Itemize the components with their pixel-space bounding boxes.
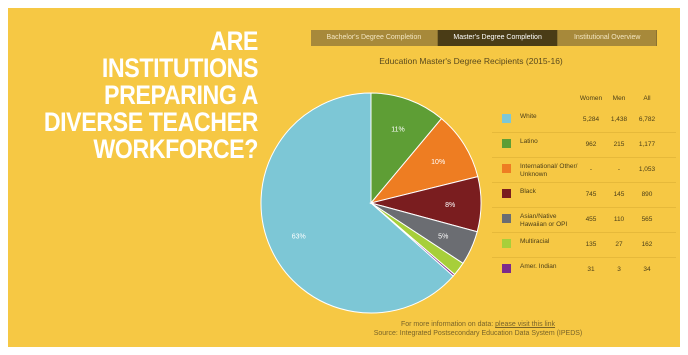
men-count: 145 bbox=[613, 191, 625, 198]
women-count: - bbox=[589, 166, 593, 173]
pie-slice[interactable] bbox=[260, 92, 454, 314]
women-count: 5,284 bbox=[582, 116, 600, 123]
info-link[interactable]: please visit this link bbox=[495, 321, 556, 328]
slice-label: 11% bbox=[391, 127, 405, 134]
legend-swatch bbox=[502, 189, 511, 198]
tab-bachelors-degree[interactable]: Bachelor's Degree Completion bbox=[311, 30, 438, 46]
legend-label: Black bbox=[520, 188, 536, 195]
column-all-header: All bbox=[643, 95, 651, 102]
men-count: - bbox=[617, 166, 621, 173]
headline-line: INSTITUTIONS bbox=[101, 53, 259, 83]
pie-chart: 63% 11% 10% 8% 5% bbox=[260, 92, 482, 314]
headline-line: WORKFORCE? bbox=[93, 134, 258, 164]
all-count: 1,053 bbox=[638, 166, 656, 173]
men-count: 27 bbox=[615, 241, 623, 248]
women-count: 455 bbox=[585, 216, 597, 223]
all-count: 34 bbox=[643, 266, 651, 273]
women-count: 31 bbox=[587, 266, 595, 273]
legend-label: Multiracial bbox=[520, 238, 550, 245]
headline-line: ARE bbox=[210, 26, 258, 56]
legend-swatch bbox=[502, 239, 511, 248]
legend-label: Latino bbox=[520, 138, 538, 145]
column-women-header: Women bbox=[579, 95, 603, 102]
all-count: 162 bbox=[641, 241, 653, 248]
men-count: 3 bbox=[617, 266, 621, 273]
column-men-header: Men bbox=[612, 95, 626, 102]
headline-line: DIVERSE TEACHER bbox=[43, 107, 259, 137]
legend-row: Black 745 145 890 bbox=[492, 182, 676, 207]
source-text: Source: Integrated Postsecondary Educati… bbox=[373, 330, 583, 337]
slice-label: 5% bbox=[438, 233, 448, 240]
all-count: 890 bbox=[641, 191, 653, 198]
pie-slice[interactable] bbox=[370, 92, 443, 205]
men-count: 215 bbox=[613, 141, 625, 148]
all-count: 565 bbox=[641, 216, 653, 223]
legend-swatch bbox=[502, 139, 511, 148]
women-count: 745 bbox=[585, 191, 597, 198]
legend-row: Multiracial 135 27 162 bbox=[492, 232, 676, 257]
slice-label: 10% bbox=[431, 159, 445, 166]
legend-label: Amer. Indian bbox=[520, 263, 557, 270]
all-count: 1,177 bbox=[638, 141, 656, 148]
women-count: 962 bbox=[585, 141, 597, 148]
men-count: 110 bbox=[613, 216, 625, 223]
legend-row: Latino 962 215 1,177 bbox=[492, 132, 676, 157]
legend-label: Asian/Native Hawaiian or OPI bbox=[520, 213, 568, 228]
tab-masters-degree[interactable]: Master's Degree Completion bbox=[437, 30, 559, 46]
women-count: 135 bbox=[585, 241, 597, 248]
legend-label: International/ Other/ Unknown bbox=[520, 163, 578, 178]
legend-row: White 5,284 1,438 6,782 bbox=[492, 108, 676, 132]
legend-label: White bbox=[520, 113, 537, 120]
tab-bar: Bachelor's Degree Completion Master's De… bbox=[311, 30, 658, 46]
infographic-card: ARE INSTITUTIONS PREPARING A DIVERSE TEA… bbox=[8, 8, 680, 347]
legend-row: Amer. Indian 31 3 34 bbox=[492, 257, 676, 282]
chart-title: Education Master's Degree Recipients (20… bbox=[379, 56, 563, 66]
headline-line: PREPARING A bbox=[104, 80, 258, 110]
legend-swatch bbox=[502, 264, 511, 273]
legend-header: Women Men All bbox=[576, 95, 680, 107]
legend-swatch bbox=[502, 214, 511, 223]
legend: White 5,284 1,438 6,782 Latino 962 215 1,177 Int… bbox=[492, 108, 676, 282]
all-count: 6,782 bbox=[638, 116, 656, 123]
more-info-text: For more information on data: bbox=[400, 321, 494, 328]
legend-swatch bbox=[502, 114, 511, 123]
legend-row: Asian/Native Hawaiian or OPI 455 110 565 bbox=[492, 207, 676, 232]
slice-label: 8% bbox=[445, 202, 455, 209]
legend-row: International/ Other/ Unknown - - 1,053 bbox=[492, 157, 676, 182]
men-count: 1,438 bbox=[610, 116, 628, 123]
headline: ARE INSTITUTIONS PREPARING A DIVERSE TEA… bbox=[43, 26, 259, 164]
footer: For more information on data: please vis… bbox=[308, 320, 648, 338]
tab-institutional-overview[interactable]: Institutional Overview bbox=[558, 30, 658, 46]
slice-label: 63% bbox=[292, 233, 306, 240]
pie-slice[interactable] bbox=[370, 202, 456, 277]
legend-swatch bbox=[502, 164, 511, 173]
